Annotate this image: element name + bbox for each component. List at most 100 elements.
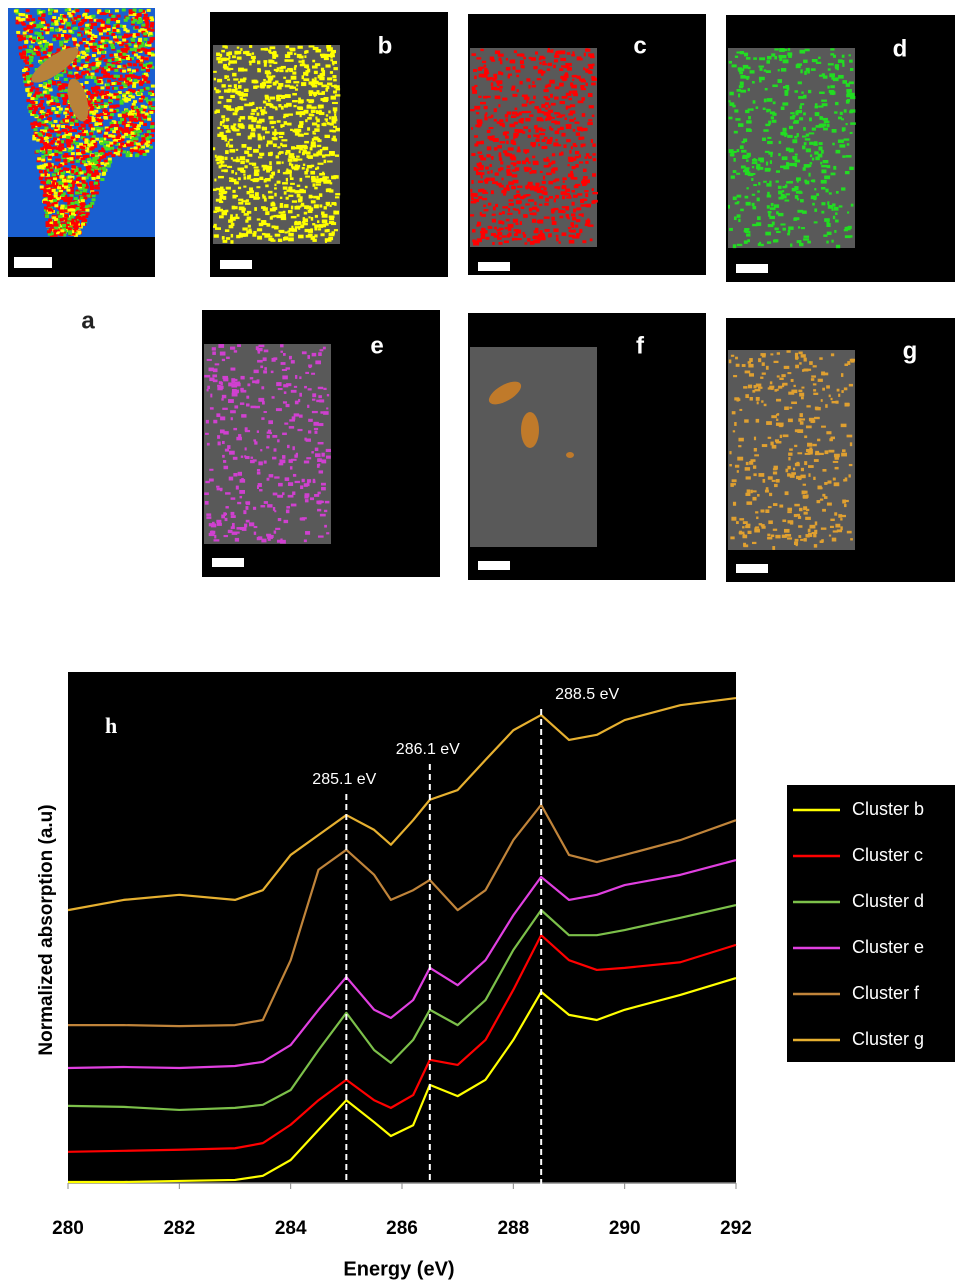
speckle — [246, 520, 250, 523]
map-pixel — [111, 15, 115, 18]
map-pixel — [137, 42, 141, 45]
map-pixel — [89, 132, 93, 135]
speckle — [315, 453, 321, 457]
speckle — [242, 208, 246, 211]
speckle — [849, 54, 851, 56]
speckle — [295, 221, 298, 224]
speckle — [531, 170, 536, 174]
speckle — [212, 347, 216, 350]
speckle — [825, 189, 828, 193]
speckle — [226, 237, 230, 240]
speckle — [576, 219, 580, 222]
map-pixel — [132, 89, 136, 92]
speckle — [258, 483, 262, 487]
speckle — [274, 129, 276, 132]
map-pixel — [116, 95, 120, 98]
speckle — [306, 66, 309, 69]
speckle — [486, 77, 491, 80]
map-pixel — [32, 36, 36, 39]
speckle — [292, 228, 297, 231]
speckle — [585, 83, 588, 86]
blob — [521, 412, 539, 448]
speckle — [829, 73, 835, 77]
speckle — [750, 70, 755, 73]
speckle — [532, 156, 535, 158]
speckle — [286, 45, 290, 48]
speckle — [554, 55, 559, 58]
speckle — [294, 67, 296, 71]
speckle — [318, 535, 324, 537]
map-pixel — [74, 120, 78, 123]
speckle — [279, 459, 285, 463]
speckle — [322, 155, 325, 158]
speckle — [766, 60, 770, 64]
speckle — [746, 234, 750, 237]
speckle — [524, 97, 530, 100]
map-pixel — [58, 151, 62, 154]
map-pixel — [45, 31, 49, 34]
speckle — [271, 126, 274, 128]
speckle — [530, 142, 536, 146]
speckle — [317, 464, 320, 468]
map-pixel — [120, 128, 124, 131]
speckle — [519, 119, 523, 123]
speckle — [317, 145, 321, 147]
speckle — [771, 116, 774, 119]
map-pixel — [129, 11, 133, 14]
map-pixel — [53, 229, 57, 232]
speckle — [262, 127, 267, 131]
speckle — [520, 60, 524, 64]
map-pixel — [14, 10, 18, 13]
speckle — [206, 420, 209, 424]
map-pixel — [73, 129, 77, 132]
speckle — [329, 130, 333, 133]
map-pixel — [18, 46, 22, 49]
speckle — [271, 371, 274, 373]
speckle — [314, 431, 317, 434]
speckle — [326, 65, 328, 67]
map-pixel — [100, 138, 104, 141]
map-pixel — [52, 189, 56, 192]
speckle — [240, 376, 244, 380]
speckle — [246, 159, 250, 162]
speckle — [511, 162, 516, 164]
speckle — [305, 186, 308, 188]
map-pixel — [60, 218, 64, 221]
map-pixel — [87, 158, 91, 161]
speckle — [499, 58, 502, 61]
speckle — [821, 426, 826, 428]
map-pixel — [99, 12, 103, 15]
map-pixel — [76, 156, 80, 159]
map-pixel — [53, 199, 57, 202]
speckle — [223, 64, 227, 68]
speckle — [592, 143, 595, 146]
speckle — [770, 381, 772, 384]
speckle — [789, 163, 795, 166]
speckle — [222, 408, 228, 410]
speckle — [230, 347, 235, 350]
speckle — [276, 382, 281, 386]
speckle — [757, 494, 760, 497]
map-pixel — [26, 9, 30, 12]
speckle — [240, 116, 245, 119]
speckle — [314, 94, 316, 97]
speckle — [842, 55, 845, 58]
speckle — [240, 48, 242, 51]
speckle — [587, 218, 589, 220]
speckle — [290, 183, 295, 185]
speckle — [751, 178, 753, 181]
speckle — [798, 226, 800, 228]
speckle — [754, 454, 759, 456]
speckle — [258, 137, 263, 141]
speckle — [204, 375, 210, 378]
map-pixel — [150, 29, 154, 32]
map-pixel — [91, 128, 95, 131]
speckle — [487, 171, 489, 174]
speckle — [796, 111, 799, 115]
speckle — [835, 102, 838, 105]
speckle — [514, 122, 518, 125]
speckle — [574, 118, 576, 120]
speckle — [236, 214, 238, 218]
speckle — [592, 115, 595, 117]
speckle — [819, 92, 825, 94]
